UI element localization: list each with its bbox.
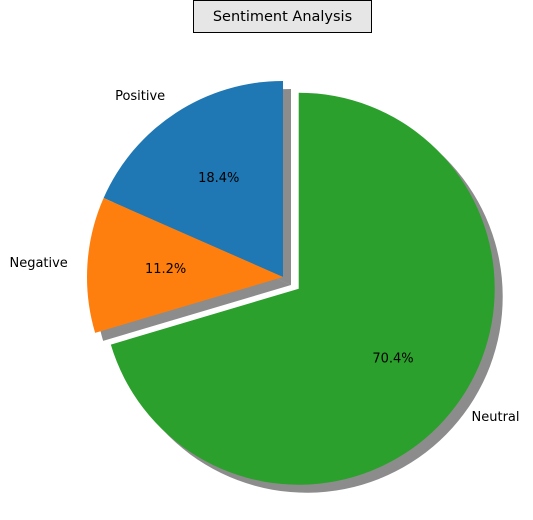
pie-pct-label-negative: 11.2% <box>145 262 186 277</box>
pie-pct-label-positive: 18.4% <box>198 171 239 186</box>
pie-category-label-negative: Negative <box>9 256 67 271</box>
pie-category-label-positive: Positive <box>115 89 165 104</box>
pie-category-label-neutral: Neutral <box>472 410 520 425</box>
pie-pct-label-neutral: 70.4% <box>372 352 413 367</box>
